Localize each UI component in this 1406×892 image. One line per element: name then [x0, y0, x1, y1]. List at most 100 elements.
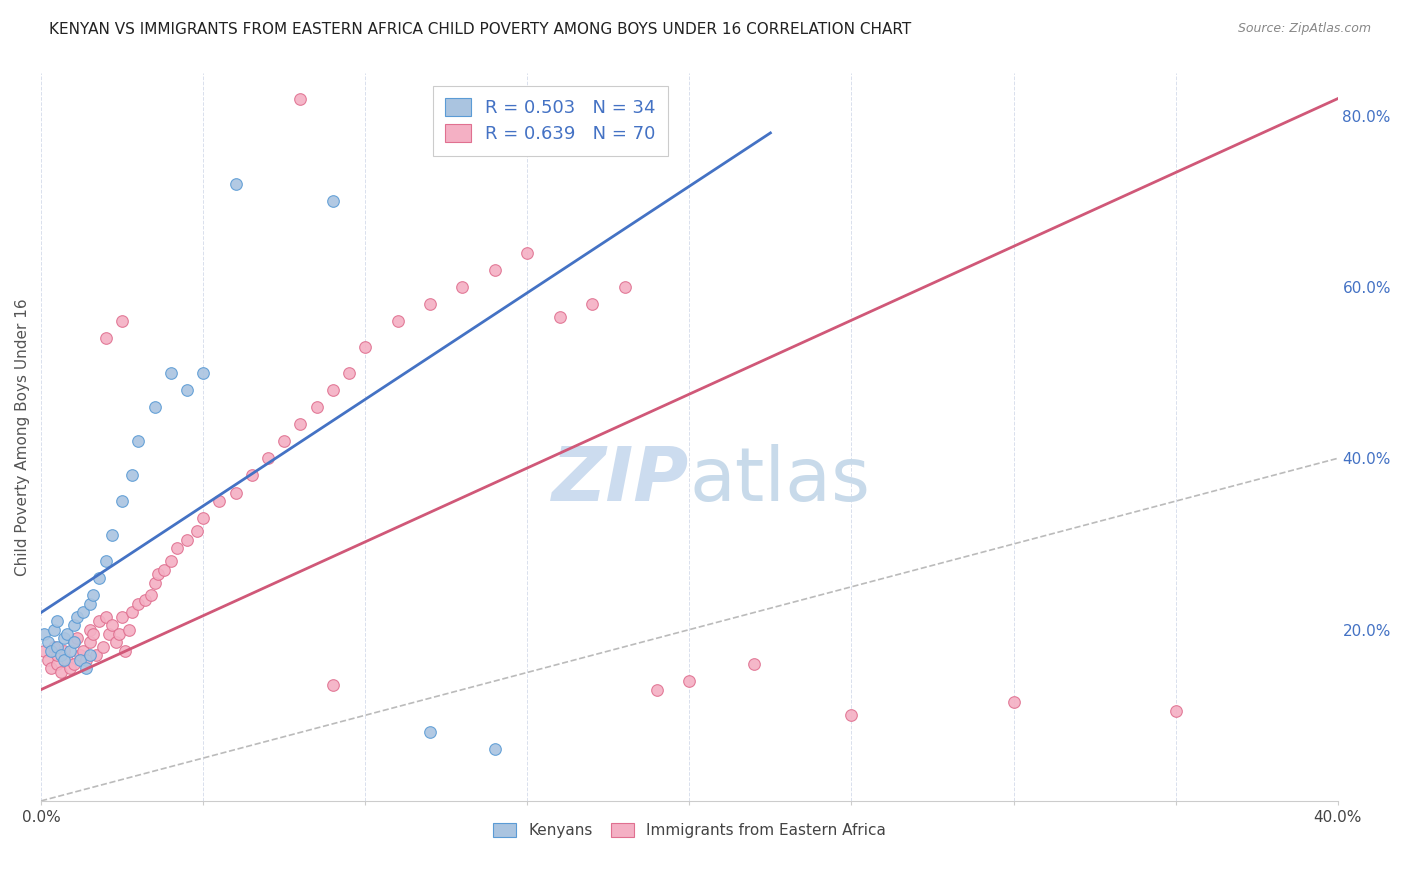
Point: [273, 434, 295, 449]
Point: [62, 657, 84, 671]
Point: [79, 623, 101, 637]
Point: [79, 635, 101, 649]
Point: [94, 554, 117, 568]
Point: [46, 648, 69, 663]
Point: [257, 451, 280, 466]
Point: [72, 644, 94, 658]
Point: [37, 652, 59, 666]
Point: [42, 640, 65, 654]
Point: [387, 314, 409, 328]
Point: [208, 494, 231, 508]
Y-axis label: Child Poverty Among Boys Under 16: Child Poverty Among Boys Under 16: [15, 298, 30, 575]
Point: [59, 644, 82, 658]
Point: [89, 571, 111, 585]
Point: [742, 657, 765, 671]
Point: [84, 648, 107, 663]
Point: [225, 485, 247, 500]
Point: [225, 178, 247, 192]
Point: [193, 511, 215, 525]
Point: [516, 245, 538, 260]
Point: [62, 635, 84, 649]
Point: [108, 627, 131, 641]
Point: [166, 541, 188, 556]
Point: [52, 644, 75, 658]
Point: [419, 725, 441, 739]
Point: [91, 640, 114, 654]
Point: [66, 631, 89, 645]
Point: [548, 310, 571, 324]
Point: [52, 652, 75, 666]
Point: [484, 263, 506, 277]
Point: [841, 708, 863, 723]
Point: [613, 280, 636, 294]
Point: [143, 400, 166, 414]
Point: [94, 331, 117, 345]
Point: [121, 606, 143, 620]
Point: [111, 609, 134, 624]
Point: [1002, 695, 1025, 709]
Point: [62, 635, 84, 649]
Point: [127, 597, 149, 611]
Point: [678, 673, 700, 688]
Point: [305, 400, 328, 414]
Point: [76, 661, 98, 675]
Point: [37, 635, 59, 649]
Text: KENYAN VS IMMIGRANTS FROM EASTERN AFRICA CHILD POVERTY AMONG BOYS UNDER 16 CORRE: KENYAN VS IMMIGRANTS FROM EASTERN AFRICA…: [49, 22, 911, 37]
Point: [98, 627, 121, 641]
Point: [56, 652, 79, 666]
Point: [79, 648, 101, 663]
Point: [101, 618, 124, 632]
Point: [111, 494, 134, 508]
Point: [111, 314, 134, 328]
Point: [186, 524, 208, 538]
Point: [143, 575, 166, 590]
Point: [104, 635, 127, 649]
Point: [66, 609, 89, 624]
Point: [354, 340, 377, 354]
Point: [337, 366, 360, 380]
Point: [114, 644, 136, 658]
Point: [176, 533, 198, 547]
Point: [52, 631, 75, 645]
Point: [322, 678, 344, 692]
Point: [59, 661, 82, 675]
Point: [290, 417, 312, 431]
Point: [46, 614, 69, 628]
Point: [76, 652, 98, 666]
Point: [146, 566, 169, 581]
Point: [34, 644, 56, 658]
Point: [153, 563, 176, 577]
Point: [82, 627, 104, 641]
Point: [322, 383, 344, 397]
Point: [141, 588, 163, 602]
Point: [134, 592, 156, 607]
Point: [240, 468, 263, 483]
Point: [39, 644, 62, 658]
Point: [94, 609, 117, 624]
Point: [49, 665, 72, 680]
Point: [322, 194, 344, 209]
Point: [121, 468, 143, 483]
Point: [419, 297, 441, 311]
Point: [117, 623, 139, 637]
Point: [34, 627, 56, 641]
Point: [69, 652, 91, 666]
Point: [46, 640, 69, 654]
Point: [176, 383, 198, 397]
Point: [56, 627, 79, 641]
Point: [39, 661, 62, 675]
Point: [46, 657, 69, 671]
Point: [127, 434, 149, 449]
Point: [82, 588, 104, 602]
Point: [69, 648, 91, 663]
Point: [451, 280, 474, 294]
Point: [159, 366, 181, 380]
Point: [290, 92, 312, 106]
Point: [101, 528, 124, 542]
Point: [193, 366, 215, 380]
Text: Source: ZipAtlas.com: Source: ZipAtlas.com: [1237, 22, 1371, 36]
Point: [49, 648, 72, 663]
Point: [89, 614, 111, 628]
Point: [72, 606, 94, 620]
Point: [581, 297, 603, 311]
